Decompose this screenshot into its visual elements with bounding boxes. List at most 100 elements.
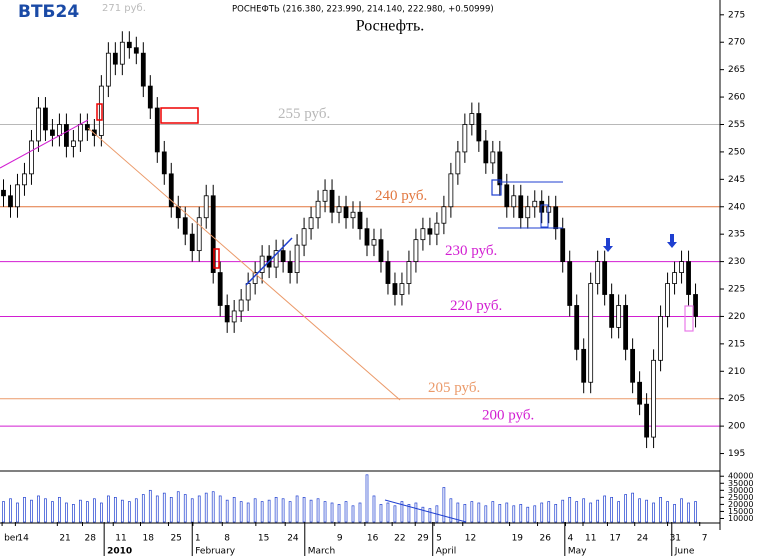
candle-body bbox=[630, 348, 636, 383]
volume-bar bbox=[400, 501, 404, 523]
box bbox=[491, 179, 502, 196]
candle-body bbox=[322, 189, 328, 202]
x-tick-label: 12 bbox=[465, 534, 476, 544]
candle-body bbox=[64, 124, 69, 147]
axes: 1952002052102152202252302352402452502552… bbox=[1, 10, 753, 557]
volume-bar bbox=[652, 502, 655, 523]
y-tick-label: 200 bbox=[728, 422, 745, 432]
y2-tick-label: 40000 bbox=[728, 472, 753, 481]
box bbox=[96, 103, 103, 121]
candle-body bbox=[399, 283, 405, 295]
volume-bar bbox=[645, 499, 648, 523]
volume-bar bbox=[155, 495, 159, 523]
volume-bar bbox=[183, 494, 187, 523]
volume-bar bbox=[218, 495, 222, 523]
volume-bar bbox=[86, 501, 89, 523]
volume-bar bbox=[9, 498, 12, 523]
volume-bar bbox=[148, 489, 152, 523]
volume-bar bbox=[169, 497, 173, 523]
candle-body bbox=[448, 173, 454, 208]
y-tick-label: 210 bbox=[728, 367, 745, 377]
trend-line bbox=[87, 127, 401, 401]
volume-bar bbox=[365, 474, 369, 523]
volume-bar bbox=[442, 487, 446, 523]
month-label: February bbox=[195, 547, 236, 557]
candle-body bbox=[189, 233, 195, 252]
trend-line bbox=[245, 237, 293, 286]
y-tick-label: 195 bbox=[728, 449, 745, 459]
volume-bar bbox=[134, 498, 138, 523]
volume-bar bbox=[2, 501, 5, 523]
x-tick-label: 17 bbox=[609, 534, 620, 544]
volume-bar bbox=[232, 497, 236, 523]
x-tick-label: 4 bbox=[568, 534, 574, 544]
x-tick-label: 19 bbox=[512, 534, 524, 544]
x-tick-label: 8 bbox=[224, 534, 230, 544]
y-tick-label: 230 bbox=[728, 257, 745, 267]
volume-bar bbox=[323, 501, 327, 523]
x-tick-label: 9 bbox=[337, 534, 343, 544]
volume-bar bbox=[225, 499, 229, 523]
volume-bar bbox=[575, 501, 579, 523]
volume-bar bbox=[113, 497, 117, 523]
candle-body bbox=[364, 228, 370, 246]
candle-body bbox=[105, 52, 111, 87]
candle-body bbox=[91, 129, 97, 136]
x-tick-label: 22 bbox=[394, 534, 405, 544]
candle-body bbox=[112, 52, 118, 65]
candle-body bbox=[22, 173, 27, 186]
volume-bar bbox=[596, 499, 600, 523]
volume-bar bbox=[456, 502, 460, 523]
candle-body bbox=[203, 195, 209, 219]
volume-bar bbox=[358, 502, 362, 523]
volume-bar bbox=[211, 491, 215, 523]
candle-body bbox=[574, 305, 580, 350]
box bbox=[684, 305, 694, 332]
chart-title: Роснефть. bbox=[356, 18, 425, 35]
y-tick-label: 240 bbox=[728, 202, 745, 212]
arrow bbox=[667, 234, 677, 248]
x-tick-label: 31 bbox=[670, 534, 681, 544]
volume-bar bbox=[582, 498, 586, 523]
volume-bar bbox=[162, 492, 166, 523]
candle-body bbox=[36, 107, 41, 142]
volume-bar bbox=[589, 502, 593, 523]
volume-bar bbox=[23, 497, 26, 523]
candle-body bbox=[308, 217, 314, 230]
candle-body bbox=[476, 113, 482, 142]
candle-body bbox=[658, 316, 663, 361]
volume-bar bbox=[414, 502, 418, 523]
x-tick-label: 24 bbox=[287, 534, 299, 544]
candle-body bbox=[84, 124, 90, 131]
volume-bar bbox=[372, 495, 376, 523]
candle-body bbox=[15, 184, 20, 208]
y-tick-label: 250 bbox=[728, 147, 745, 157]
month-label: May bbox=[568, 547, 587, 557]
volume-bar bbox=[267, 499, 271, 523]
candle-body bbox=[329, 189, 335, 213]
volume-bar bbox=[44, 498, 47, 523]
candle-body bbox=[609, 294, 615, 328]
level-label: 220 руб. bbox=[450, 298, 502, 314]
volume-bar bbox=[631, 492, 634, 523]
candle-body bbox=[8, 195, 13, 208]
candle-body bbox=[469, 113, 475, 125]
volume-bar bbox=[281, 498, 285, 523]
x-tick-label: 18 bbox=[143, 534, 155, 544]
level-label: 200 руб. bbox=[482, 408, 534, 424]
candle-body bbox=[497, 151, 503, 186]
volume-bar bbox=[428, 508, 432, 523]
volume-bar bbox=[127, 501, 131, 523]
note: 271 руб. bbox=[102, 3, 146, 14]
candle-body bbox=[567, 261, 573, 306]
y-tick-label: 255 bbox=[728, 120, 745, 130]
candle-body bbox=[57, 124, 62, 136]
volume-bar bbox=[309, 499, 313, 523]
volume-bar bbox=[624, 494, 627, 523]
volume-bar bbox=[568, 497, 572, 523]
candle-body bbox=[434, 222, 440, 235]
candle-body bbox=[371, 239, 377, 246]
candle-body bbox=[280, 250, 286, 262]
volume-bar bbox=[491, 501, 495, 523]
